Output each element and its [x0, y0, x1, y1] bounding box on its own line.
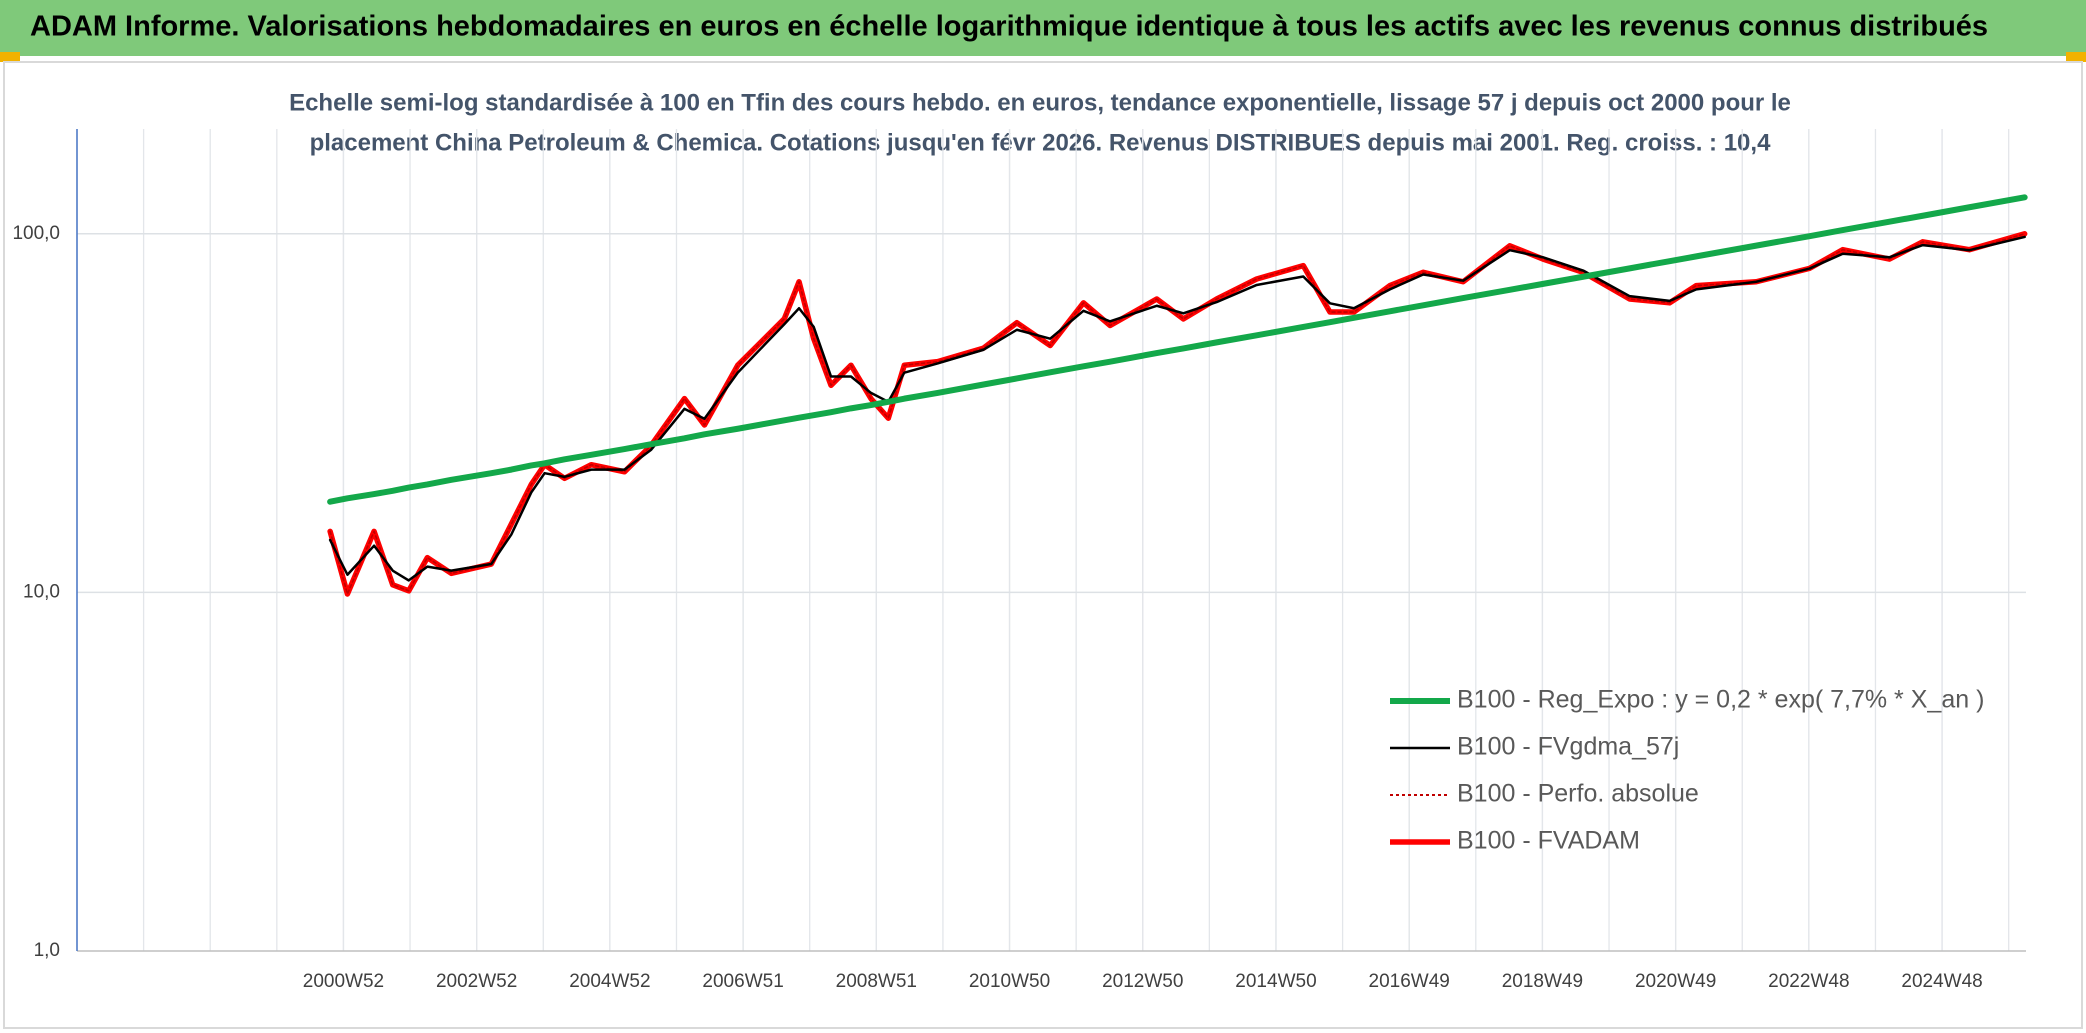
legend-label: B100 - FVADAM	[1457, 827, 1640, 855]
corner-mark	[2066, 52, 2086, 62]
chart-title: ADAM Informe. Valorisations hebdomadaire…	[30, 11, 1988, 43]
x-tick-label: 2008W51	[836, 971, 917, 992]
series-line	[328, 235, 2026, 582]
plot-area: 2000W52 2002W52 2004W52 2006W51 2008W51 2010W…	[12, 129, 2028, 992]
x-tick-label: 2018W49	[1502, 971, 1583, 992]
x-tick-label: 2012W50	[1102, 971, 1183, 992]
x-tick-label: 2014W50	[1235, 971, 1316, 992]
panel-border	[3, 61, 2083, 1029]
x-tick-label: 2016W49	[1369, 971, 1450, 992]
y-tick-label: 1,0	[34, 940, 60, 961]
x-tick-label: 2002W52	[436, 971, 517, 992]
series-line	[329, 233, 2026, 595]
x-tick-label: 2022W48	[1768, 971, 1849, 992]
chart-subtitle: placement China Petroleum & Chemica. Cot…	[310, 129, 1771, 156]
legend-label: B100 - Perfo. absolue	[1457, 780, 1699, 808]
x-tick-label: 2010W50	[969, 971, 1050, 992]
x-tick-label: 2020W49	[1635, 971, 1716, 992]
x-tick-label: 2024W48	[1901, 971, 1982, 992]
x-tick-label: 2004W52	[569, 971, 650, 992]
corner-mark	[0, 52, 20, 62]
chart-subtitle: Echelle semi-log standardisée à 100 en T…	[289, 89, 1791, 116]
y-tick-label: 10,0	[23, 581, 60, 602]
y-tick-label: 100,0	[12, 223, 60, 244]
legend-label: B100 - Reg_Expo : y = 0,2 * exp( 7,7% * …	[1457, 686, 1984, 714]
legend-label: B100 - FVgdma_57j	[1457, 733, 1679, 761]
header-bar	[0, 0, 2086, 56]
x-tick-label: 2006W51	[702, 971, 783, 992]
x-tick-label: 2000W52	[303, 971, 384, 992]
series-line	[327, 194, 2028, 505]
